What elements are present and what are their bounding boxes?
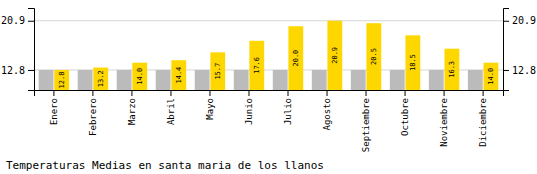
data-label: 14.0 [487,68,495,85]
tick-label: Julio [283,98,293,125]
bar [54,70,69,90]
tick-label: Noviembre [439,98,449,147]
tick: Julio [283,90,293,125]
x-axis: Enero Febrero Marzo Abril Mayo Junio Julio Agos… [35,90,504,152]
bar [444,49,459,90]
axis-line [28,9,35,91]
data-label: 14.4 [175,67,183,84]
tick: Mayo [205,90,215,120]
tick: Abril [166,90,176,125]
tick-label: Mayo [205,98,215,120]
y-axis: 12.8 20.9 [1,9,35,91]
tick: Febrero [88,90,98,136]
tick: Octubre [400,90,410,136]
bar [327,21,342,90]
tick-mark [131,90,132,96]
grid [34,21,503,70]
tick-label: Febrero [88,98,98,136]
axis-line [35,91,504,97]
data-label: 16.3 [448,61,456,78]
data-label: 14.0 [136,68,144,85]
plot: 12.8 20.9 12.8 20.9 Enero Febrero Marzo Abril Ma… [1,9,536,153]
bar [234,70,249,90]
tick-mark [209,90,210,96]
tick-label: Diciembre [478,98,488,147]
bar [210,52,225,90]
tick: 20.9 [503,15,536,26]
tick-label: Marzo [127,98,137,125]
axis-line [504,9,510,91]
bar [468,70,483,90]
bar [312,70,327,90]
tick-mark [248,90,249,96]
data-label: 20.0 [292,50,300,67]
chart: 12.8 20.9 12.8 20.9 Enero Febrero Marzo Abril Ma… [0,0,537,174]
data-label: 15.7 [214,63,222,80]
tick-mark [53,90,54,96]
tick-label: 20.9 [512,15,536,26]
tick-label: Agosto [322,98,332,131]
bar [156,70,171,90]
grid-line [34,20,503,21]
tick: Diciembre [478,90,488,147]
data-label: 13.2 [97,70,105,87]
tick-label: 20.9 [1,15,25,26]
bar [93,68,108,90]
bar [483,63,498,90]
tick: 12.8 [1,65,34,76]
bar [171,60,186,90]
tick-mark [503,70,509,71]
tick-mark [366,90,367,96]
tick-label: 12.8 [512,65,536,76]
tick-label: 12.8 [1,65,25,76]
bar [366,23,381,90]
tick-mark [503,21,509,22]
tick: 12.8 [503,65,536,76]
tick: Marzo [127,90,137,125]
tick-label: Enero [49,98,59,125]
bar [405,35,420,90]
tick-mark [405,90,406,96]
data-label: 20.5 [370,48,378,65]
bar [195,70,210,90]
bar [273,70,288,90]
data-label: 20.9 [331,47,339,64]
y-axis-right: 12.8 20.9 [503,9,536,91]
tick-label: Junio [244,98,254,125]
bar [78,70,93,90]
tick-mark [444,90,445,96]
tick-label: Abril [166,98,176,125]
bar [132,63,147,90]
tick: 20.9 [1,15,34,26]
tick-mark [288,90,289,96]
bar [39,70,54,90]
tick: Septiembre [361,90,371,152]
tick: Agosto [322,90,332,131]
tick: Junio [244,90,254,125]
data-label: 17.6 [253,57,261,74]
bar [249,41,264,90]
bar [117,70,132,90]
bar [429,70,444,90]
title: Temperaturas Medias en santa maria de lo… [6,159,324,172]
tick-mark [170,90,171,96]
bars [39,21,499,90]
bar [288,26,303,90]
tick-mark [92,90,93,96]
tick-mark [327,90,328,96]
data-label: 18.5 [409,54,417,71]
tick-mark [28,21,34,22]
bar [351,70,366,90]
tick: Enero [49,90,59,125]
tick: Noviembre [439,90,449,147]
series [54,21,498,90]
tick-mark [28,70,34,71]
tick-label: Septiembre [361,98,371,152]
tick-mark [483,90,484,96]
bar [390,70,405,90]
tick-label: Octubre [400,98,410,136]
data-labels: 12.8 13.2 14.0 14.4 15.7 17.6 20.0 20.9 20.5 18.5… [58,47,495,88]
data-label: 12.8 [58,72,66,89]
